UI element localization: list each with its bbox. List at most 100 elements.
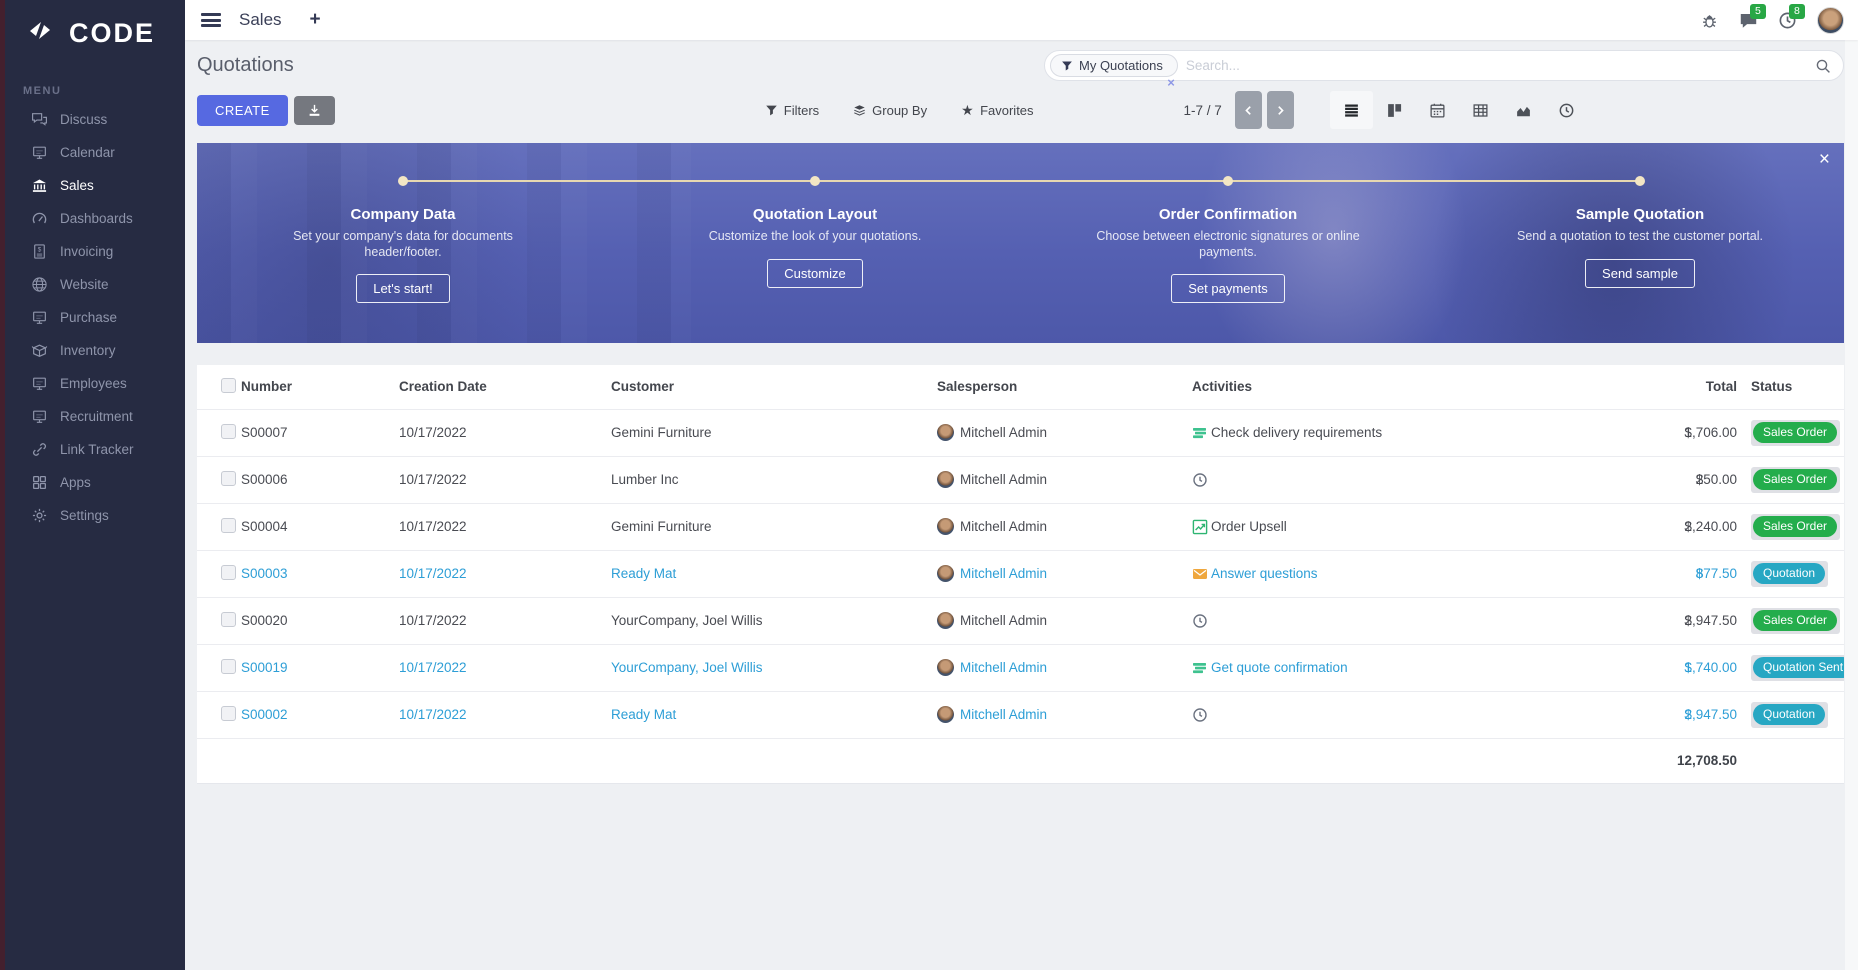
clock-icon[interactable]	[1192, 472, 1208, 488]
column-header-number[interactable]: Number	[241, 379, 293, 395]
sidebar-item-invoicing[interactable]: $ Invoicing	[5, 235, 185, 268]
view-graph-button[interactable]	[1502, 91, 1545, 129]
send-sample-button[interactable]: Send sample	[1585, 258, 1695, 288]
group-by-button[interactable]: Group By	[853, 103, 927, 118]
table-row[interactable]: S00002 10/17/2022 Ready Mat Mitchell Adm…	[197, 690, 1844, 738]
search-input[interactable]	[1177, 58, 1815, 73]
clock-icon[interactable]	[1192, 613, 1208, 629]
hamburger-menu-icon[interactable]	[201, 13, 221, 27]
export-button[interactable]	[293, 95, 335, 125]
remove-facet-icon[interactable]: ×	[1167, 75, 1175, 90]
column-header-salesperson[interactable]: Salesperson	[937, 379, 1018, 395]
customize-button[interactable]: Customize	[767, 258, 863, 288]
sidebar-item-dashboards[interactable]: Dashboards	[5, 202, 185, 235]
sidebar-item-apps[interactable]: Apps	[5, 466, 185, 499]
user-avatar[interactable]	[1817, 6, 1844, 34]
view-calendar-button[interactable]	[1416, 91, 1459, 129]
favorites-button[interactable]: ★ Favorites	[961, 103, 1033, 118]
table-row[interactable]: S00006 10/17/2022 Lumber Inc Mitchell Ad…	[197, 455, 1844, 503]
view-kanban-button[interactable]	[1373, 91, 1416, 129]
sidebar-item-inventory[interactable]: Inventory	[5, 334, 185, 367]
table-footer-row: 12,708.50	[197, 737, 1844, 783]
pager-previous-button[interactable]	[1234, 91, 1262, 129]
clock-icon[interactable]	[1192, 707, 1208, 723]
table-row[interactable]: S00004 10/17/2022 Gemini Furniture Mitch…	[197, 502, 1844, 550]
view-list-button[interactable]	[1329, 91, 1373, 129]
filters-label: Filters	[783, 102, 820, 118]
cell-number: S00003	[241, 549, 399, 597]
sidebar-item-recruitment[interactable]: Recruitment	[5, 400, 185, 433]
activities-clock-icon[interactable]: 8	[1778, 3, 1805, 30]
row-checkbox[interactable]	[221, 705, 236, 721]
cell-customer: YourCompany, Joel Willis	[611, 596, 937, 644]
column-header-activities[interactable]: Activities	[1192, 379, 1253, 395]
cell-activity[interactable]: Get quote confirmation	[1211, 660, 1348, 675]
scrollbar-gutter[interactable]	[1845, 40, 1858, 970]
row-checkbox[interactable]	[221, 517, 236, 533]
brand-logo[interactable]: CODE	[5, 0, 185, 67]
sidebar-item-settings[interactable]: Settings	[5, 499, 185, 532]
status-badge: Quotation Sent	[1753, 656, 1844, 678]
new-tab-button[interactable]: +	[309, 9, 321, 30]
table-row[interactable]: S00019 10/17/2022 YourCompany, Joel Will…	[197, 643, 1844, 691]
row-checkbox[interactable]	[221, 658, 236, 674]
column-header-creation-date[interactable]: Creation Date	[399, 379, 487, 395]
invoice-document-icon: $	[34, 244, 45, 259]
tasks-icon[interactable]	[1192, 660, 1208, 676]
list-view-icon	[1344, 103, 1358, 117]
sidebar-item-sales[interactable]: Sales	[5, 169, 185, 202]
search-bar[interactable]: My Quotations ×	[1044, 50, 1844, 89]
search-facet-label: My Quotations	[1079, 58, 1163, 73]
lets-start-button[interactable]: Let's start!	[356, 274, 450, 304]
set-payments-button[interactable]: Set payments	[1171, 274, 1285, 304]
layers-icon	[854, 104, 866, 116]
debug-bug-icon[interactable]	[1700, 11, 1719, 30]
view-pivot-button[interactable]	[1459, 91, 1502, 129]
filters-button[interactable]: Filters	[765, 103, 819, 118]
select-all-checkbox[interactable]	[221, 377, 236, 393]
tab-sales[interactable]: Sales	[239, 10, 282, 29]
cell-activity[interactable]: Order Upsell	[1211, 519, 1287, 534]
sidebar-item-label: Settings	[60, 508, 109, 523]
sidebar-item-calendar[interactable]: Calendar	[5, 136, 185, 169]
cell-salesperson: Mitchell Admin	[960, 566, 1048, 581]
row-checkbox[interactable]	[221, 611, 236, 627]
search-filter-facet[interactable]: My Quotations ×	[1050, 54, 1178, 89]
column-header-customer[interactable]: Customer	[611, 379, 675, 395]
tasks-icon[interactable]	[1192, 425, 1208, 441]
cell-activity[interactable]: Answer questions	[1211, 566, 1318, 581]
sidebar-item-website[interactable]: Website	[5, 268, 185, 301]
onboarding-banner: × Company Data Set your company's data f…	[197, 143, 1844, 343]
row-checkbox[interactable]	[221, 564, 236, 580]
pager-range: 1-7 / 7	[1183, 102, 1222, 118]
brand-name: CODE	[69, 18, 156, 48]
column-header-status[interactable]: Status	[1751, 379, 1793, 395]
envelope-icon[interactable]	[1192, 566, 1208, 582]
sidebar-item-purchase[interactable]: Purchase	[5, 301, 185, 334]
messages-icon[interactable]: 5	[1739, 3, 1766, 30]
cell-activity[interactable]: Check delivery requirements	[1211, 425, 1383, 440]
sidebar-item-link-tracker[interactable]: Link Tracker	[5, 433, 185, 466]
cell-total: 250.00	[1695, 472, 1737, 487]
search-icon[interactable]	[1815, 58, 1831, 74]
pager-next-button[interactable]	[1266, 91, 1294, 129]
row-checkbox[interactable]	[221, 423, 236, 439]
create-button[interactable]: CREATE	[197, 94, 288, 126]
banner-close-icon[interactable]: ×	[1818, 149, 1830, 170]
status-badge: Sales Order	[1753, 515, 1838, 537]
sidebar-item-discuss[interactable]: Discuss	[5, 103, 185, 136]
cell-salesperson: Mitchell Admin	[960, 660, 1048, 675]
menu-section-label: MENU	[23, 85, 62, 97]
column-header-total[interactable]: Total	[1705, 379, 1737, 395]
row-checkbox[interactable]	[221, 470, 236, 486]
line-chart-icon[interactable]	[1192, 519, 1208, 535]
table-row[interactable]: S00007 10/17/2022 Gemini Furniture Mitch…	[197, 408, 1844, 456]
table-row[interactable]: S00020 10/17/2022 YourCompany, Joel Will…	[197, 596, 1844, 644]
cell-customer: YourCompany, Joel Willis	[611, 643, 937, 691]
table-row[interactable]: S00003 10/17/2022 Ready Mat Mitchell Adm…	[197, 549, 1844, 597]
cell-salesperson: Mitchell Admin	[960, 707, 1048, 722]
view-activity-button[interactable]	[1545, 91, 1588, 129]
cell-salesperson: Mitchell Admin	[960, 425, 1048, 440]
gear-icon	[32, 508, 47, 523]
sidebar-item-employees[interactable]: Employees	[5, 367, 185, 400]
